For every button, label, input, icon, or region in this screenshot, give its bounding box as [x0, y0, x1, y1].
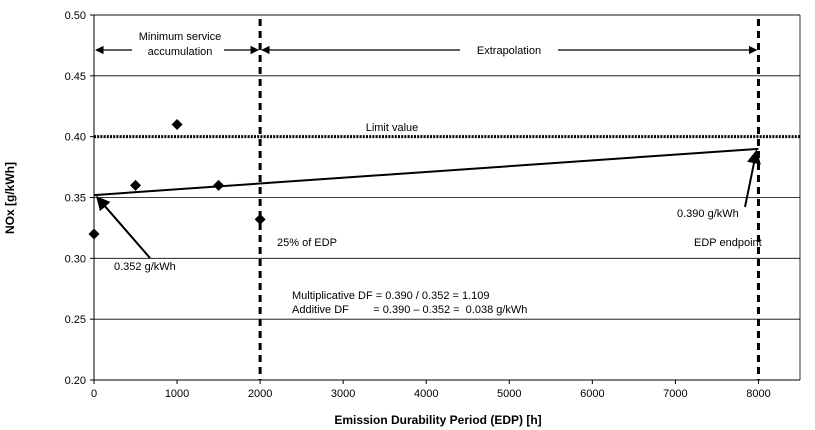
y-tick-label: 0.50	[65, 10, 86, 22]
y-tick-label: 0.45	[65, 71, 86, 83]
min-service-label-line1: Minimum service	[139, 31, 222, 43]
x-tick-label: 7000	[663, 388, 687, 400]
x-tick-labels: 0 1000 2000 3000 4000 5000 6000 7000 8000	[91, 388, 771, 400]
y-tick-label: 0.30	[65, 253, 86, 265]
data-point-diamond	[213, 179, 225, 191]
x-tick-label: 8000	[746, 388, 770, 400]
data-point-diamond	[254, 213, 266, 225]
y-tick-labels: 0.20 0.25 0.30 0.35 0.40 0.45 0.50	[65, 10, 86, 387]
x-tick-label: 2000	[248, 388, 272, 400]
y-tick-label: 0.40	[65, 132, 86, 144]
data-points	[88, 119, 266, 240]
annotation-arrows	[95, 45, 761, 259]
x-tick-label: 1000	[165, 388, 189, 400]
vertical-dashed-lines	[258, 19, 760, 380]
x-tick-label: 4000	[414, 388, 438, 400]
y-axis-title: NOx [g/kWh]	[3, 162, 17, 234]
df-additive-label: Additive DF = 0.390 – 0.352 = 0.038 g/kW…	[292, 304, 527, 316]
y-tick-label: 0.25	[65, 314, 86, 326]
y-tick-label: 0.35	[65, 193, 86, 205]
x-tick-label: 5000	[497, 388, 521, 400]
extrapolation-label: Extrapolation	[477, 45, 541, 57]
pct-edp-label: 25% of EDP	[277, 237, 337, 249]
x-tick-label: 3000	[331, 388, 355, 400]
start-value-label: 0.352 g/kWh	[114, 261, 176, 273]
data-point-diamond	[88, 228, 100, 240]
x-axis-title: Emission Durability Period (EDP) [h]	[334, 413, 541, 427]
y-tick-label: 0.20	[65, 375, 86, 387]
df-multiplicative-label: Multiplicative DF = 0.390 / 0.352 = 1.10…	[292, 290, 490, 302]
trend-line-segment	[93, 147, 759, 197]
trend-line	[93, 147, 759, 197]
min-service-label-line2: accumulation	[148, 46, 213, 58]
limit-value-label: Limit value	[366, 122, 419, 134]
start-value-arrow	[96, 196, 151, 259]
x-tick-label: 0	[91, 388, 97, 400]
edp-endpoint-label: EDP endpoint	[694, 237, 762, 249]
data-point-diamond	[130, 179, 142, 191]
end-value-label: 0.390 g/kWh	[677, 208, 739, 220]
data-point-diamond	[171, 119, 183, 130]
x-tick-label: 6000	[580, 388, 604, 400]
end-value-arrow	[744, 149, 761, 208]
axes	[90, 14, 801, 384]
grid-lines	[94, 14, 800, 320]
